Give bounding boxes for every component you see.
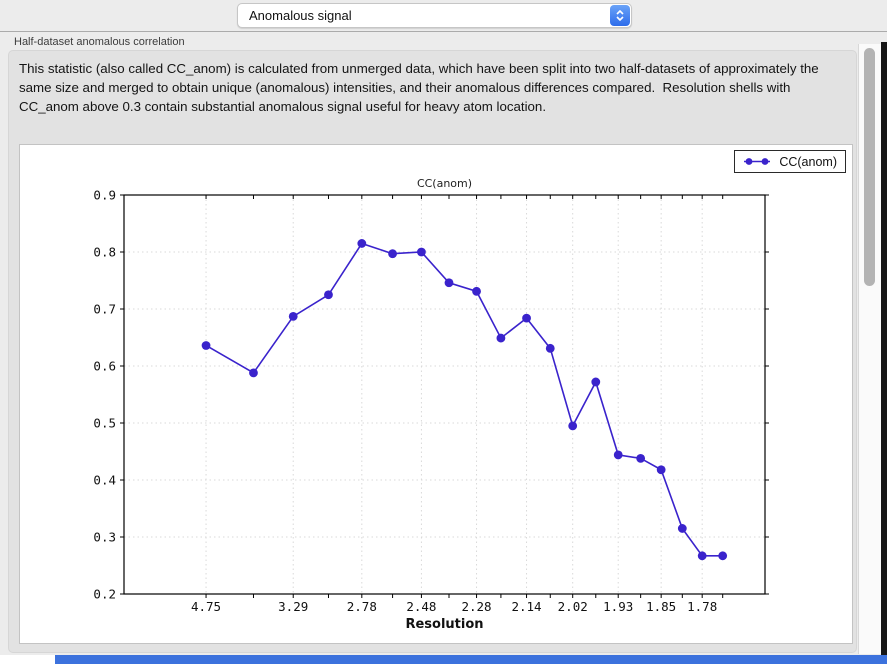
- plot-selector-value: Anomalous signal: [249, 8, 352, 23]
- section-title: Half-dataset anomalous correlation: [14, 36, 185, 48]
- svg-text:0.9: 0.9: [93, 188, 116, 203]
- bottom-left-sliver: [0, 655, 55, 664]
- svg-text:1.85: 1.85: [646, 599, 676, 614]
- svg-text:0.8: 0.8: [93, 245, 116, 260]
- vertical-scrollbar[interactable]: [858, 44, 881, 654]
- svg-text:2.14: 2.14: [511, 599, 541, 614]
- description-text: This statistic (also called CC_anom) is …: [19, 61, 823, 114]
- toolbar-divider: [0, 31, 887, 32]
- chart-legend: CC(anom): [734, 150, 846, 173]
- svg-text:Resolution: Resolution: [405, 617, 483, 632]
- svg-text:0.3: 0.3: [93, 530, 116, 545]
- svg-text:2.28: 2.28: [461, 599, 491, 614]
- toolbar: Anomalous signal: [0, 0, 887, 31]
- cc-anom-plot: 0.2 0.3 0.4 0.5 0.6 0.7 0.8 0.9 4.75 3.29 2.78 2.48…: [93, 177, 769, 632]
- svg-text:0.7: 0.7: [93, 302, 116, 317]
- svg-text:4.75: 4.75: [191, 599, 221, 614]
- svg-text:2.48: 2.48: [406, 599, 436, 614]
- svg-text:1.93: 1.93: [603, 599, 633, 614]
- svg-text:0.4: 0.4: [93, 473, 116, 488]
- svg-text:2.02: 2.02: [558, 599, 588, 614]
- svg-text:2.78: 2.78: [347, 599, 377, 614]
- legend-label: CC(anom): [779, 154, 837, 169]
- scrollbar-thumb[interactable]: [864, 48, 875, 286]
- svg-text:3.29: 3.29: [278, 599, 308, 614]
- svg-text:CC(anom): CC(anom): [417, 177, 472, 190]
- chevron-up-down-icon: [610, 5, 630, 26]
- anomalous-correlation-group: This statistic (also called CC_anom) is …: [8, 50, 857, 653]
- svg-text:0.6: 0.6: [93, 359, 116, 374]
- svg-text:1.78: 1.78: [687, 599, 717, 614]
- background-window-edge: [881, 42, 887, 655]
- svg-text:0.2: 0.2: [93, 587, 116, 602]
- plot-selector[interactable]: Anomalous signal: [237, 3, 632, 28]
- legend-line-marker: [744, 158, 771, 165]
- bottom-accent-bar: [55, 655, 887, 664]
- svg-text:0.5: 0.5: [93, 416, 116, 431]
- chart-panel: 0.2 0.3 0.4 0.5 0.6 0.7 0.8 0.9 4.75 3.29 2.78 2.48…: [19, 144, 853, 644]
